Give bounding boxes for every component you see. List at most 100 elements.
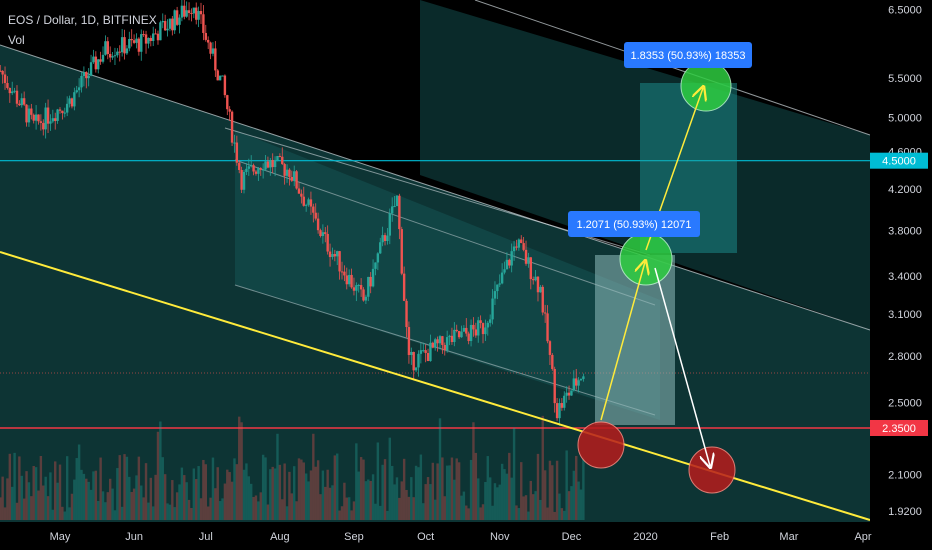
volume-bar: [278, 464, 282, 520]
candle-body: [180, 5, 184, 18]
volume-bar: [56, 482, 59, 520]
month-tick-label: Nov: [490, 531, 510, 543]
circle-red-2: [688, 446, 736, 494]
candle-body: [285, 169, 289, 176]
volume-bar: [541, 415, 544, 520]
candle-body: [185, 10, 188, 17]
measure-box-1: [595, 255, 675, 425]
candle-body: [13, 90, 16, 92]
candle-body: [58, 109, 62, 111]
volume-bar: [163, 474, 167, 520]
volume-bar: [199, 498, 203, 520]
volume-bar: [161, 457, 164, 520]
volume-bar: [390, 465, 394, 520]
inner-channel-fill: [235, 130, 660, 420]
candle-body: [271, 160, 274, 168]
volume-bar: [101, 491, 105, 520]
volume-bar: [510, 477, 513, 520]
candle-body: [443, 344, 446, 351]
candle-body: [424, 350, 427, 353]
candle-body: [73, 92, 76, 107]
volume-bar: [527, 511, 530, 520]
volume-bar: [221, 498, 224, 520]
candle-body: [328, 251, 332, 258]
candle-body: [49, 121, 52, 124]
volume-bar: [367, 479, 370, 520]
time-axis: [0, 522, 932, 550]
candle-body: [445, 337, 449, 351]
candle-body: [111, 56, 114, 58]
volume-bar: [285, 506, 289, 520]
volume-bar: [319, 494, 322, 520]
candle-body: [312, 206, 315, 213]
volume-bar: [371, 474, 375, 520]
candle-body: [352, 287, 356, 291]
volume-bar: [242, 469, 246, 520]
candle-body: [381, 235, 384, 243]
candle-body: [558, 403, 561, 419]
volume-bar: [154, 474, 157, 520]
volume-bar: [505, 473, 509, 520]
volume-bar: [324, 486, 327, 520]
volume-bar: [0, 497, 2, 520]
volume-bar: [125, 456, 129, 520]
candle-body: [393, 206, 396, 208]
volume-bar: [462, 491, 466, 520]
candle-body: [324, 232, 327, 234]
volume-bar: [307, 481, 310, 520]
candle-body: [326, 233, 329, 252]
volume-bar: [218, 501, 222, 520]
volume-bar: [34, 467, 38, 520]
candle-body: [254, 171, 258, 174]
price-tick-label: 3.1000: [888, 309, 922, 321]
candle-body: [173, 10, 176, 31]
candle-body: [429, 342, 432, 362]
volume-bar: [156, 431, 160, 520]
circle-green-1: [619, 232, 673, 286]
volume-bar: [120, 506, 124, 520]
candle-body: [11, 91, 14, 94]
candle-body: [3, 74, 7, 84]
volume-bar: [426, 477, 430, 520]
volume-bar: [453, 479, 456, 520]
volume-bar: [87, 481, 90, 520]
candle-body: [209, 42, 212, 54]
candle-body: [283, 164, 286, 176]
volume-bar: [46, 496, 50, 520]
candle-body: [63, 112, 66, 114]
candle-body: [226, 95, 229, 110]
candle-body: [288, 169, 291, 177]
volume-bar: [429, 484, 432, 520]
volume-bar: [106, 492, 109, 520]
volume-bar: [579, 489, 583, 520]
candle-body: [89, 62, 93, 76]
volume-bar: [520, 462, 523, 520]
candle-body: [338, 251, 341, 272]
candle-body: [333, 254, 337, 257]
candle-body: [527, 257, 530, 264]
measure-label-2: 1.8353 (50.93%) 18353: [631, 50, 746, 62]
candle-body: [367, 276, 370, 297]
candle-body: [493, 291, 497, 299]
candle-body: [503, 269, 506, 273]
candle-body: [474, 329, 478, 336]
candle-body: [431, 342, 435, 348]
candle-body: [405, 300, 408, 328]
price-tick-label: 3.4000: [888, 271, 922, 283]
candle-body: [412, 351, 415, 371]
candle-body: [555, 403, 559, 419]
candle-body: [379, 242, 382, 254]
volume-bar: [484, 482, 487, 520]
candle-body: [336, 251, 339, 257]
volume-bar: [500, 463, 504, 520]
price-tick-label: 5.5000: [888, 73, 922, 85]
candle-body: [54, 118, 57, 121]
candle-body: [498, 283, 501, 285]
volume-bar: [183, 475, 186, 520]
candle-body: [560, 403, 564, 408]
candle-body: [582, 376, 585, 379]
candle-body: [77, 87, 81, 91]
volume-bar: [512, 427, 516, 520]
volume-bar: [465, 505, 468, 520]
